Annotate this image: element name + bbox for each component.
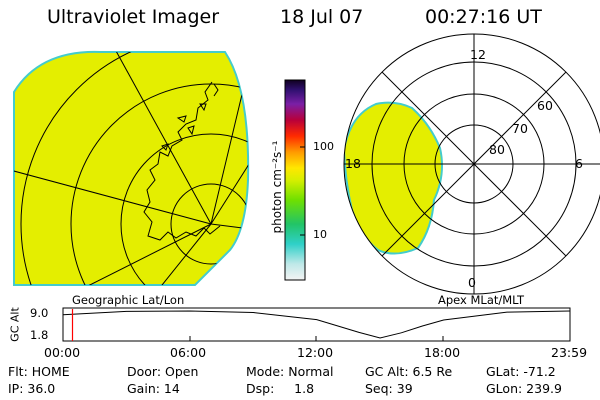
- mlt-label-12: 12: [470, 47, 486, 62]
- mlt-label-0: 0: [468, 275, 476, 290]
- info-flight: Flt: HOME: [8, 364, 70, 379]
- info-mode: Mode: Normal: [246, 364, 334, 379]
- xtick-23-59: 23:59: [551, 345, 588, 360]
- date-label: 18 Jul 07: [280, 6, 364, 28]
- mlat-label-70: 70: [512, 121, 528, 136]
- info-gc-alt: GC Alt: 6.5 Re: [365, 364, 453, 379]
- info-dsp: Dsp: 1.8: [246, 381, 315, 396]
- coastline: [143, 81, 221, 241]
- mlat-mlt-plot: [343, 33, 600, 295]
- instrument-title: Ultraviolet Imager: [47, 6, 220, 28]
- colorbar-tick-10-label: 10: [313, 228, 327, 241]
- altitude-curve: [62, 310, 571, 339]
- mlt-label-18: 18: [345, 156, 361, 171]
- altitude-ytick-9: 9.0: [30, 306, 49, 320]
- info-door: Door: Open: [127, 364, 199, 379]
- altitude-plot: [62, 307, 571, 342]
- info-gain: Gain: 14: [127, 381, 180, 396]
- left-panel-caption: Geographic Lat/Lon: [72, 293, 185, 307]
- altitude-x-ticks: [189, 336, 444, 341]
- xtick-12-00: 12:00: [297, 345, 334, 360]
- xtick-00-00: 00:00: [44, 345, 81, 360]
- altitude-ytick-1-8: 1.8: [30, 328, 49, 342]
- colorbar-label: photon cm⁻²s⁻¹: [270, 140, 284, 234]
- info-glon: GLon: 239.9: [486, 381, 562, 396]
- geographic-image: [13, 50, 250, 286]
- color-bar: [284, 79, 306, 281]
- aurora-emission-left: [13, 50, 250, 286]
- xtick-18-00: 18:00: [424, 345, 461, 360]
- time-label: 00:27:16 UT: [425, 6, 542, 28]
- colorbar-tick-100-label: 100: [313, 140, 334, 153]
- coastline-islands: [161, 83, 219, 151]
- info-ip: IP: 36.0: [8, 381, 56, 396]
- info-glat: GLat: -71.2: [486, 364, 556, 379]
- right-panel-caption: Apex MLat/MLT: [438, 293, 525, 307]
- mlat-label-60: 60: [537, 98, 553, 113]
- xtick-06-00: 06:00: [170, 345, 207, 360]
- aurora-emission-right: [344, 101, 443, 255]
- altitude-ylabel: GC Alt: [8, 307, 22, 342]
- mlat-label-80: 80: [489, 142, 505, 157]
- info-seq: Seq: 39: [365, 381, 413, 396]
- mlt-label-6: 6: [575, 156, 583, 171]
- polar-grid: [343, 33, 600, 295]
